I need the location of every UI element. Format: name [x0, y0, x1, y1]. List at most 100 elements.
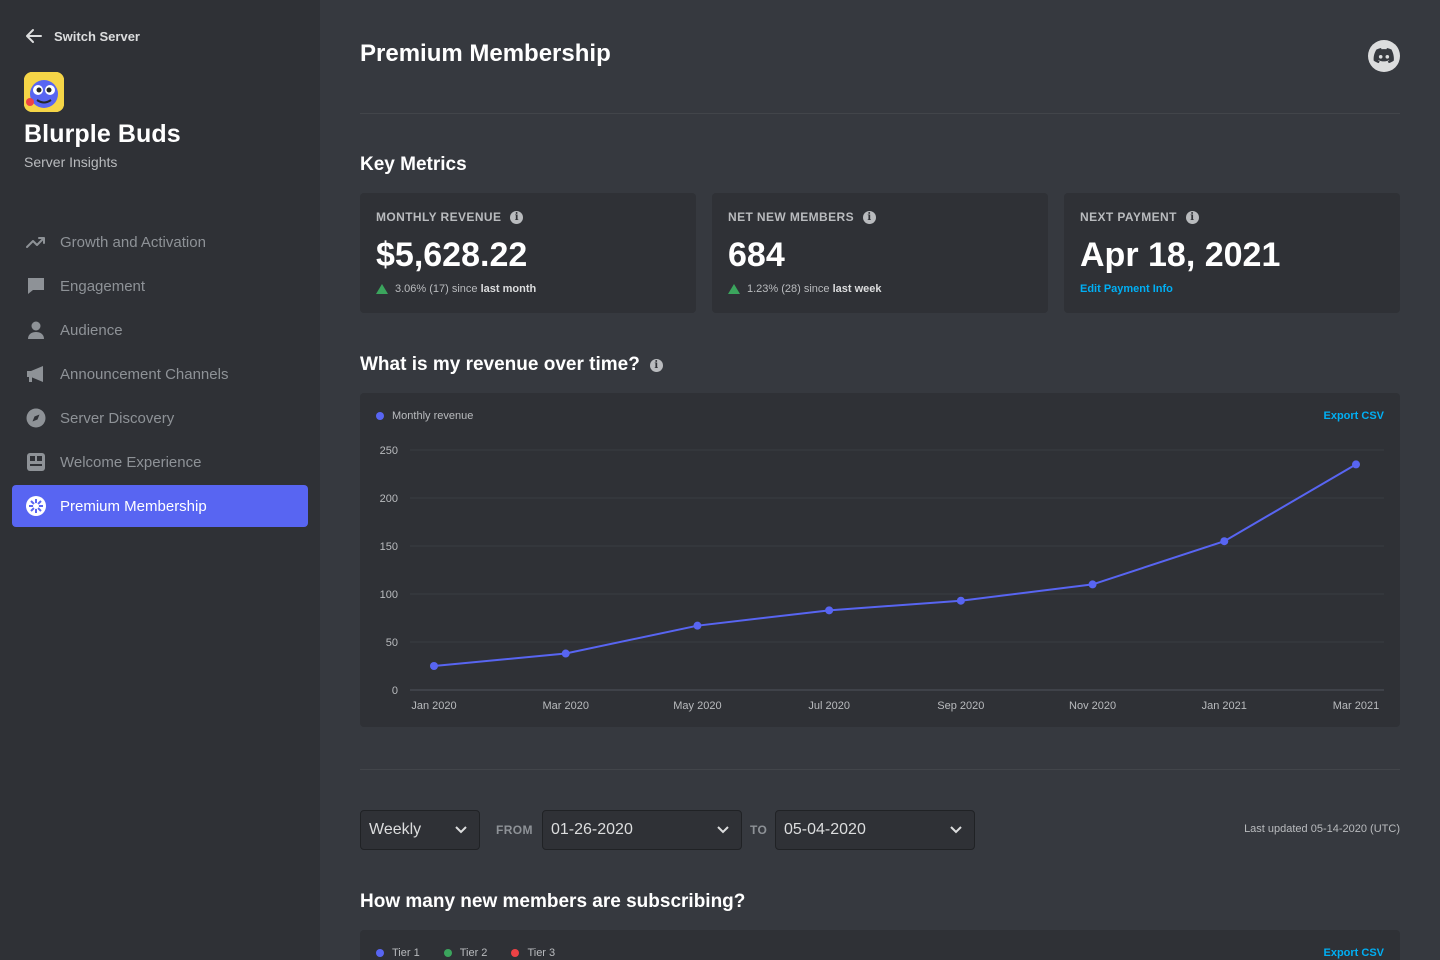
key-metrics-title-text: Key Metrics: [360, 154, 467, 175]
sidebar: Switch Server Blurple Buds Server Insigh…: [0, 0, 320, 960]
card-value: $5,628.22: [376, 236, 528, 274]
interval-select[interactable]: Weekly: [360, 810, 480, 850]
y-tick-label: 250: [380, 445, 398, 457]
server-name: Blurple Buds: [24, 120, 181, 148]
megaphone-icon: [24, 362, 48, 386]
revenue-chart: 0 50 100 150 200 250 Jan 2020 Mar 2020 May 2020 J…: [360, 393, 1400, 727]
card-label: NET NEW MEMBERS i: [728, 209, 1032, 225]
sidebar-item-server-discovery[interactable]: Server Discovery: [12, 397, 308, 439]
sidebar-item-label: Welcome Experience: [60, 453, 202, 471]
from-date-select[interactable]: 01-26-2020: [542, 810, 742, 850]
y-tick-label: 100: [380, 589, 398, 601]
chevron-down-icon: [455, 821, 467, 839]
legend-dot: [443, 949, 452, 957]
export-csv-link[interactable]: Export CSV: [1323, 947, 1384, 959]
info-icon[interactable]: i: [510, 210, 524, 224]
card-label-text: NET NEW MEMBERS: [728, 210, 854, 224]
y-tick-label: 0: [392, 685, 398, 697]
chart-legend: Tier 1 Tier 2 Tier 3: [376, 947, 555, 959]
legend-label: Tier 3: [527, 947, 556, 959]
sidebar-nav: Growth and Activation Engagement Audienc…: [12, 221, 308, 529]
sidebar-item-audience[interactable]: Audience: [12, 309, 308, 351]
data-point: [825, 606, 834, 615]
divider: [360, 769, 1400, 770]
sidebar-item-label: Growth and Activation: [60, 233, 206, 251]
welcome-icon: [24, 450, 48, 474]
to-label: TO: [750, 823, 768, 837]
info-icon[interactable]: i: [1185, 210, 1199, 224]
change-amount: 3.06% (17) since: [395, 283, 478, 295]
legend-dot: [376, 949, 384, 957]
sidebar-item-premium-membership[interactable]: Premium Membership: [12, 485, 308, 527]
card-change: 1.23% (28) since last week: [728, 283, 1032, 295]
legend-label: Tier 1: [392, 947, 420, 959]
switch-server-label: Switch Server: [54, 28, 140, 44]
premium-icon: [24, 494, 48, 518]
sidebar-item-growth-and-activation[interactable]: Growth and Activation: [12, 221, 308, 263]
from-label: FROM: [496, 823, 533, 837]
x-tick-label: Jul 2020: [808, 700, 850, 712]
export-csv-link[interactable]: Export CSV: [1323, 410, 1384, 422]
card-value: Apr 18, 2021: [1080, 236, 1281, 274]
server-icon: [24, 72, 64, 112]
main-content: Premium Membership Key Metrics MONTHLY R…: [360, 0, 1400, 960]
sidebar-item-label: Engagement: [60, 277, 146, 295]
subscribers-section-title-text: How many new members are subscribing?: [360, 891, 746, 912]
change-period: last month: [480, 283, 537, 295]
discord-icon: [1373, 48, 1394, 64]
y-tick-label: 200: [380, 493, 398, 505]
sidebar-item-engagement[interactable]: Engagement: [12, 265, 308, 307]
last-updated-text: Last updated 05-14-2020 (UTC): [1244, 823, 1400, 835]
back-arrow-icon: [24, 26, 44, 46]
trend-icon: [24, 230, 48, 254]
revenue-section-title: What is my revenue over time? i: [360, 354, 663, 376]
switch-server-button[interactable]: Switch Server: [24, 24, 140, 48]
edit-payment-info-link[interactable]: Edit Payment Info: [1080, 283, 1173, 295]
up-arrow-icon: [376, 284, 388, 294]
legend-item-tier-1: Tier 1: [376, 947, 420, 959]
info-icon[interactable]: i: [863, 210, 876, 224]
chat-icon: [24, 274, 48, 298]
sidebar-item-announcement-channels[interactable]: Announcement Channels: [12, 353, 308, 395]
compass-icon: [24, 406, 48, 430]
x-tick-label: Jan 2021: [1202, 700, 1247, 712]
sidebar-item-label: Server Discovery: [60, 409, 175, 427]
from-date-value: 01-26-2020: [551, 821, 633, 838]
chevron-down-icon: [950, 821, 962, 839]
data-point: [1088, 580, 1097, 589]
legend-item-tier-2: Tier 2: [443, 947, 487, 959]
legend-item: Monthly revenue: [376, 410, 473, 422]
data-point: [1220, 537, 1229, 546]
chevron-down-icon: [717, 821, 729, 839]
revenue-chart-svg: 0 50 100 150 200 250 Jan 2020 Mar 2020 May 2020 J…: [380, 445, 1384, 712]
change-period: last week: [832, 283, 882, 295]
person-icon: [24, 318, 48, 342]
divider: [360, 113, 1400, 114]
monthly-revenue-card: MONTHLY REVENUE i $5,628.22 3.06% (17) s…: [360, 193, 696, 313]
x-tick-label: Sep 2020: [937, 700, 984, 712]
x-tick-label: Jan 2020: [411, 700, 456, 712]
legend-dot: [511, 949, 520, 957]
change-text: 1.23% (28) since last week: [747, 283, 882, 295]
discord-logo-button[interactable]: [1368, 40, 1400, 72]
card-label-text: MONTHLY REVENUE: [376, 210, 502, 224]
to-date-select[interactable]: 05-04-2020: [775, 810, 975, 850]
x-tick-label: May 2020: [673, 700, 721, 712]
data-point: [956, 596, 965, 605]
up-arrow-icon: [728, 284, 740, 294]
x-tick-label: Mar 2021: [1333, 700, 1379, 712]
legend-label: Monthly revenue: [392, 410, 474, 422]
to-date-value: 05-04-2020: [784, 821, 866, 838]
sidebar-item-label: Premium Membership: [60, 497, 207, 515]
y-tick-label: 150: [380, 541, 398, 553]
legend-item-tier-3: Tier 3: [511, 947, 555, 959]
interval-value: Weekly: [369, 821, 422, 838]
sidebar-item-welcome-experience[interactable]: Welcome Experience: [12, 441, 308, 483]
series-line: [433, 463, 1357, 667]
next-payment-card: NEXT PAYMENT i Apr 18, 2021 Edit Payment…: [1064, 193, 1400, 313]
legend-dot: [376, 412, 384, 420]
change-amount: 1.23% (28) since: [747, 283, 830, 295]
net-new-members-card: NET NEW MEMBERS i 684 1.23% (28) since l…: [712, 193, 1048, 313]
y-tick-label: 50: [386, 637, 398, 649]
info-icon[interactable]: i: [649, 358, 663, 372]
